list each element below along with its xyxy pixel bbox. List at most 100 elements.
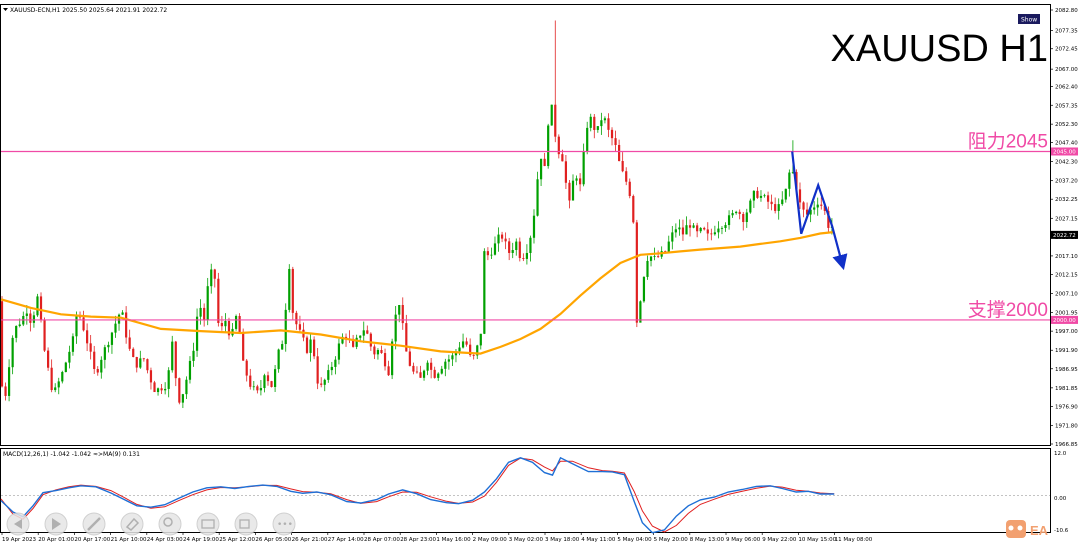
macd-main-line — [0, 456, 835, 534]
candle-body — [291, 268, 294, 313]
candle-body — [203, 307, 206, 321]
candle-body — [103, 347, 106, 360]
candle-body — [18, 324, 21, 326]
candle-body — [242, 333, 245, 361]
candle-body — [696, 225, 699, 232]
x-tick-label: 11 May 08:00 — [835, 537, 873, 543]
y-tick-label: 2017.10 — [1055, 254, 1078, 260]
candle-body — [82, 317, 85, 331]
candle-body — [568, 182, 571, 201]
candle-body — [426, 362, 429, 371]
candle-body — [706, 229, 709, 234]
x-tick-label: 26 Apr 21:00 — [292, 537, 328, 543]
candle-body — [383, 353, 387, 367]
candle-body — [89, 343, 92, 352]
candle-body — [43, 320, 46, 351]
candle-body — [774, 204, 777, 211]
x-tick-label: 20 Apr 17:00 — [74, 537, 110, 543]
candle-body — [341, 336, 344, 344]
resistance-label: 阻力2045 — [968, 130, 1048, 152]
candle-body — [295, 312, 298, 325]
more-button[interactable] — [272, 512, 296, 536]
svg-text:Show: Show — [1021, 17, 1037, 24]
candle-body — [500, 234, 504, 239]
candle-body — [199, 307, 202, 317]
candle-body — [394, 314, 397, 342]
x-tick-label: 10 May 15:00 — [798, 537, 836, 543]
candle-body — [75, 315, 78, 337]
x-tick-label: 26 Apr 05:00 — [255, 537, 291, 543]
candle-body — [539, 158, 543, 180]
candle-body — [330, 366, 333, 371]
candle-body — [639, 301, 642, 323]
y-tick-label: 1986.95 — [1055, 367, 1078, 373]
x-tick-label: 25 Apr 12:00 — [219, 537, 255, 543]
candle-body — [369, 333, 372, 347]
zoom-button[interactable] — [158, 512, 182, 536]
candle-body — [685, 225, 688, 235]
candle-body — [86, 330, 89, 344]
candle-body — [578, 178, 582, 185]
candle-body — [575, 178, 578, 181]
candle-body — [362, 330, 365, 336]
candle-body — [451, 355, 454, 360]
x-tick-label: 5 May 20:00 — [654, 537, 689, 543]
candle-body — [543, 158, 546, 167]
support-price-tag: 2000.00 — [1051, 315, 1078, 324]
candle-body — [674, 229, 677, 233]
candle-body — [802, 202, 805, 210]
candle-body — [763, 195, 766, 197]
x-tick-label: 20 Apr 01:00 — [38, 537, 74, 543]
candle-body — [717, 228, 720, 233]
candle-body — [678, 227, 681, 230]
candle-body — [57, 381, 60, 388]
y-tick-label: 1966.85 — [1055, 442, 1078, 448]
candle-body — [107, 344, 110, 348]
candle-body — [220, 322, 223, 327]
erase-button[interactable] — [120, 512, 144, 536]
candle-body — [366, 330, 369, 334]
candle-body — [422, 370, 426, 378]
candle-body — [657, 256, 660, 257]
candle-body — [305, 337, 309, 353]
candle-body — [54, 387, 57, 391]
macd-label: MACD(12,26,1) -1.042 -1.042 ≈>MA(9) 0.13… — [3, 451, 140, 458]
camera-button[interactable] — [234, 512, 258, 536]
candle-body — [472, 355, 475, 356]
candle-body — [412, 365, 415, 372]
candle-body — [586, 127, 589, 152]
eraser-icon — [125, 517, 140, 531]
show-button[interactable]: Show — [1018, 14, 1040, 24]
candle-body — [756, 190, 759, 198]
candle-body — [47, 350, 50, 368]
candle-body — [227, 321, 231, 336]
candle-body — [653, 256, 656, 257]
candle-body — [688, 225, 692, 228]
candle-body — [561, 154, 564, 162]
candle-body — [444, 361, 447, 369]
candle-body — [508, 241, 511, 253]
candle-body — [68, 351, 71, 363]
candle-body — [156, 388, 160, 393]
candle-body — [352, 338, 355, 347]
svg-text:2000.00: 2000.00 — [1053, 318, 1076, 324]
keyboard-button[interactable] — [196, 512, 220, 536]
candle-body — [224, 321, 227, 327]
candle-body — [504, 238, 507, 242]
candle-body — [596, 126, 599, 130]
y-tick-label: 1976.90 — [1055, 404, 1078, 410]
y-tick-label: 2067.00 — [1055, 67, 1078, 73]
projection-arrow — [791, 151, 848, 271]
candle-body — [128, 337, 131, 349]
candle-body — [398, 304, 401, 315]
candle-body — [430, 362, 433, 370]
candle-body — [628, 181, 631, 197]
candle-body — [50, 367, 53, 391]
symbol-dropdown-icon[interactable] — [3, 8, 8, 11]
candle-body — [146, 359, 149, 371]
candle-body — [809, 209, 812, 215]
candle-body — [681, 227, 685, 235]
candle-body — [39, 296, 43, 321]
candle-body — [359, 335, 362, 338]
candle-body — [4, 386, 7, 396]
